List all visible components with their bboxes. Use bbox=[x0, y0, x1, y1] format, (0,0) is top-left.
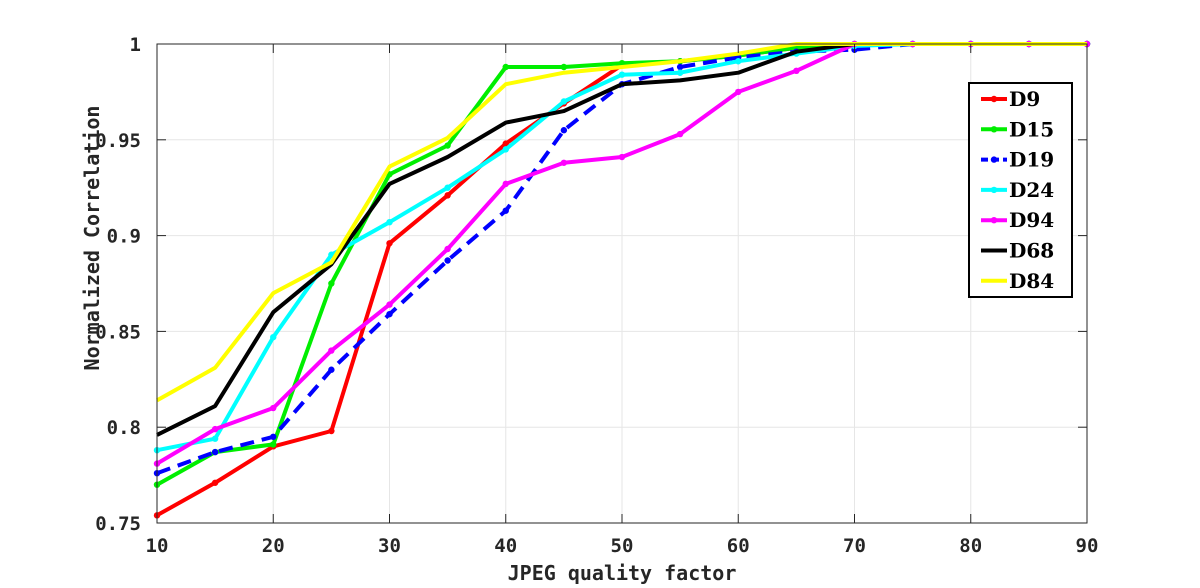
data-point-d94 bbox=[444, 245, 451, 253]
data-point-d19 bbox=[560, 127, 568, 134]
x-tick-label: 10 bbox=[146, 535, 169, 557]
data-point-d24 bbox=[211, 435, 219, 442]
data-point-d9 bbox=[211, 479, 219, 486]
data-point-d9 bbox=[386, 240, 393, 247]
x-tick-labels: 10 20 30 40 50 60 70 80 90 bbox=[146, 535, 1099, 557]
data-point-d15 bbox=[560, 63, 568, 71]
data-point-d24 bbox=[676, 69, 684, 76]
y-tick-label: 0.75 bbox=[95, 513, 141, 535]
data-point-d15 bbox=[502, 63, 509, 71]
x-tick-label: 30 bbox=[378, 535, 401, 557]
legend-label-d84: D84 bbox=[1009, 269, 1054, 293]
data-point-d24 bbox=[444, 184, 451, 191]
legend-label-d9: D9 bbox=[1009, 87, 1040, 111]
data-point-d9 bbox=[502, 140, 509, 147]
data-point-d19 bbox=[386, 310, 393, 318]
data-point-d15 bbox=[328, 280, 335, 287]
data-point-d94 bbox=[793, 67, 800, 75]
x-tick-label: 80 bbox=[959, 535, 982, 557]
x-axis-title: JPEG quality factor bbox=[508, 561, 737, 585]
legend-label-d19: D19 bbox=[1009, 148, 1054, 172]
data-point-d19 bbox=[211, 448, 219, 456]
data-point-d24 bbox=[270, 333, 277, 341]
data-point-d94 bbox=[618, 153, 626, 161]
y-tick-labels: 0.75 0.8 0.85 0.9 0.95 1 bbox=[95, 34, 141, 535]
data-point-d19 bbox=[270, 433, 277, 440]
data-point-d24 bbox=[618, 71, 626, 78]
data-point-d15 bbox=[270, 441, 277, 448]
data-point-d24 bbox=[502, 146, 509, 153]
legend-label-d15: D15 bbox=[1009, 117, 1054, 141]
x-tick-label: 40 bbox=[494, 535, 517, 557]
x-tick-label: 50 bbox=[611, 535, 634, 557]
data-point-d94 bbox=[211, 425, 219, 433]
data-point-d24 bbox=[735, 58, 742, 65]
data-point-d24 bbox=[386, 218, 393, 226]
data-point-d94 bbox=[735, 88, 742, 96]
data-point-d19 bbox=[444, 257, 451, 264]
y-tick-label: 0.85 bbox=[95, 321, 141, 343]
data-point-d19 bbox=[676, 63, 684, 71]
legend-marker-d19 bbox=[990, 156, 998, 163]
legend-marker-d24 bbox=[990, 186, 998, 194]
x-tick-label: 20 bbox=[262, 535, 285, 557]
y-tick-label: 0.8 bbox=[107, 417, 141, 439]
axis-ticks bbox=[156, 43, 1088, 524]
y-tick-label: 1 bbox=[130, 34, 141, 56]
data-point-d94 bbox=[270, 404, 277, 412]
y-axis-title: Normalized Correlation bbox=[80, 106, 104, 371]
x-tick-label: 90 bbox=[1076, 535, 1099, 557]
data-point-d9 bbox=[328, 427, 335, 435]
data-point-d19 bbox=[328, 366, 335, 373]
data-point-d24 bbox=[560, 98, 568, 105]
legend-marker-d94 bbox=[990, 217, 998, 224]
legend-label-d94: D94 bbox=[1009, 208, 1054, 232]
legend: D9 D15 D19 D24 D94 D68 D84 bbox=[968, 82, 1073, 298]
x-tick-label: 60 bbox=[727, 535, 750, 557]
data-point-d94 bbox=[386, 301, 393, 308]
data-point-d94 bbox=[328, 347, 335, 354]
y-tick-label: 0.95 bbox=[95, 130, 141, 152]
data-point-d15 bbox=[618, 59, 626, 67]
data-point-d94 bbox=[502, 180, 509, 188]
legend-label-d68: D68 bbox=[1009, 239, 1054, 263]
data-point-d19 bbox=[502, 207, 509, 214]
data-point-d94 bbox=[560, 159, 568, 166]
legend-marker-d15 bbox=[990, 126, 998, 133]
y-tick-label: 0.9 bbox=[107, 226, 141, 248]
legend-label-d24: D24 bbox=[1009, 178, 1054, 202]
data-point-d94 bbox=[676, 130, 684, 138]
data-point-d9 bbox=[444, 192, 451, 199]
x-tick-label: 70 bbox=[843, 535, 866, 557]
data-point-d15 bbox=[444, 142, 451, 149]
legend-marker-d9 bbox=[990, 95, 998, 103]
